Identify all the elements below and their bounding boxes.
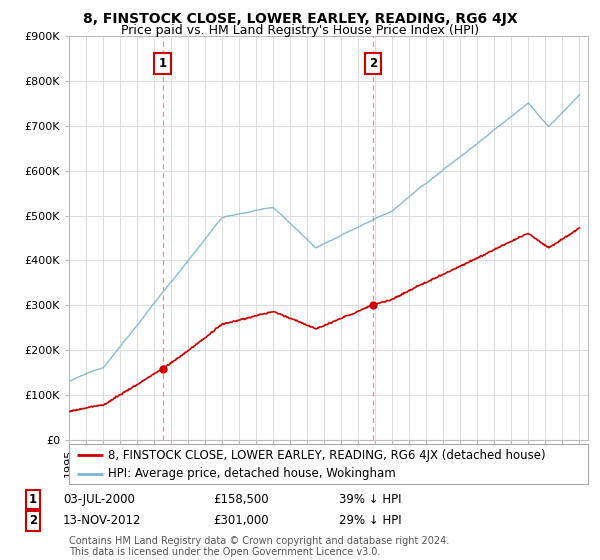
Text: 03-JUL-2000: 03-JUL-2000 xyxy=(63,493,135,506)
Text: 13-NOV-2012: 13-NOV-2012 xyxy=(63,514,142,528)
Text: Price paid vs. HM Land Registry's House Price Index (HPI): Price paid vs. HM Land Registry's House … xyxy=(121,24,479,37)
Text: 2: 2 xyxy=(369,57,377,70)
Text: 2: 2 xyxy=(29,514,37,528)
Text: Contains HM Land Registry data © Crown copyright and database right 2024.
This d: Contains HM Land Registry data © Crown c… xyxy=(69,535,449,557)
Text: 29% ↓ HPI: 29% ↓ HPI xyxy=(339,514,401,528)
Text: 8, FINSTOCK CLOSE, LOWER EARLEY, READING, RG6 4JX: 8, FINSTOCK CLOSE, LOWER EARLEY, READING… xyxy=(83,12,517,26)
Text: 8, FINSTOCK CLOSE, LOWER EARLEY, READING, RG6 4JX (detached house): 8, FINSTOCK CLOSE, LOWER EARLEY, READING… xyxy=(108,449,545,462)
Text: HPI: Average price, detached house, Wokingham: HPI: Average price, detached house, Woki… xyxy=(108,468,395,480)
Text: 1: 1 xyxy=(158,57,167,70)
Text: £158,500: £158,500 xyxy=(213,493,269,506)
Text: 39% ↓ HPI: 39% ↓ HPI xyxy=(339,493,401,506)
Text: £301,000: £301,000 xyxy=(213,514,269,528)
Text: 1: 1 xyxy=(29,493,37,506)
